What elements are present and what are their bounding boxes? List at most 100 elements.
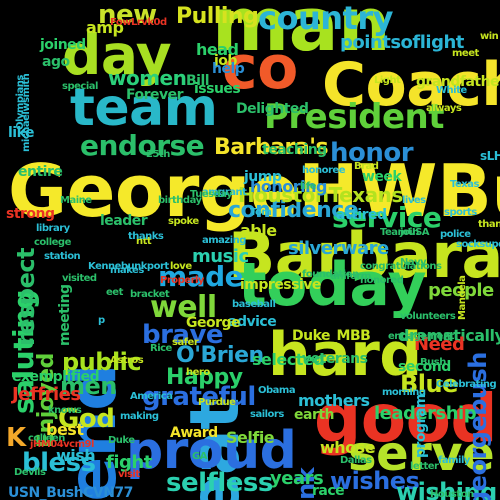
cloud-word: join	[400, 227, 419, 238]
cloud-word: exemplified	[12, 369, 100, 385]
cloud-word: Duke_MBB	[292, 328, 371, 344]
cloud-word: Need	[414, 334, 465, 355]
cloud-word: women	[108, 66, 187, 90]
cloud-word: men	[60, 372, 117, 400]
cloud-word: honoree	[302, 165, 345, 176]
cloud-word: good	[314, 380, 498, 457]
cloud-word: wishing	[396, 478, 497, 500]
cloud-word: htt	[136, 236, 152, 247]
cloud-word: amp	[86, 18, 124, 37]
cloud-word: Obama	[258, 385, 296, 396]
cloud-word: 25th	[146, 149, 170, 160]
cloud-word: visited	[62, 273, 97, 284]
cloud-word: spoke	[168, 216, 199, 227]
cloud-word: serve	[348, 426, 495, 482]
cloud-word: best	[46, 420, 84, 439]
cloud-word: Delighted	[236, 101, 309, 117]
cloud-word: special	[62, 81, 98, 92]
cloud-word: amazing	[202, 235, 246, 246]
cloud-word: police	[440, 229, 471, 240]
cloud-word: bracket	[130, 289, 170, 300]
cloud-word: jHM04vcm9l	[30, 439, 94, 450]
cloud-word: honored	[360, 275, 404, 286]
cloud-word: God	[58, 404, 115, 434]
cloud-word: fight	[106, 452, 152, 473]
cloud-word: pointsoflight	[340, 32, 464, 53]
cloud-word: visit	[118, 469, 140, 480]
cloud-word: station	[44, 251, 81, 262]
cloud-word: michaelwsmith	[21, 73, 32, 152]
cloud-word: mothers	[298, 391, 370, 410]
cloud-word: TeamUSA	[380, 227, 430, 238]
cloud-word: Barbara	[228, 219, 500, 292]
cloud-word: proud	[126, 421, 297, 481]
cloud-word: Brad	[354, 161, 379, 172]
cloud-word: love	[170, 261, 192, 272]
cloud-word: well	[150, 290, 217, 325]
cloud-word: making	[120, 411, 159, 422]
cloud-word: race	[312, 483, 345, 499]
cloud-word: Happy	[166, 365, 243, 390]
cloud-word: makes	[110, 265, 144, 276]
cloud-word: K	[6, 423, 26, 453]
cloud-word: able	[240, 221, 277, 240]
cloud-word: Coach	[322, 50, 500, 120]
cloud-word: George	[186, 315, 241, 331]
cloud-word: confidence	[228, 198, 359, 223]
cloud-word: earth	[294, 407, 335, 423]
cloud-word: knows	[48, 405, 82, 416]
cloud-word: issues	[194, 81, 241, 97]
cloud-word: family	[438, 455, 470, 466]
cloud-word: White	[436, 85, 467, 96]
cloud-word: thank	[478, 219, 500, 230]
cloud-word: Jeffries	[12, 384, 81, 405]
cloud-word: advice	[228, 314, 277, 330]
cloud-word: foundation	[302, 269, 359, 280]
cloud-word: win	[480, 31, 499, 42]
cloud-word: Bill	[186, 73, 210, 89]
cloud-word: sports	[444, 207, 477, 218]
cloud-word: library	[36, 223, 70, 234]
cloud-word: Tuesday	[190, 189, 233, 200]
cloud-word: second	[398, 359, 451, 375]
cloud-word: veterans	[302, 351, 368, 367]
cloud-word: sLHvxPFTIt	[480, 149, 500, 163]
cloud-word: entire	[18, 164, 63, 180]
cloud-word: day	[62, 23, 172, 87]
cloud-word: lives	[402, 195, 426, 206]
cloud-word: Barbara's	[214, 135, 329, 160]
cloud-word: Rice	[150, 343, 172, 354]
cloud-word: thanks	[128, 231, 164, 242]
cloud-word: endorse	[80, 129, 205, 162]
cloud-word: jump	[244, 169, 282, 185]
cloud-word: Duke	[108, 435, 135, 446]
cloud-word: life	[300, 181, 317, 192]
cloud-word: President	[264, 97, 445, 137]
cloud-word: hero	[186, 367, 210, 378]
cloud-word: week	[362, 169, 402, 185]
cloud-word: birthday	[158, 195, 202, 206]
cloud-word: eet	[106, 287, 123, 298]
cloud-word: letter	[410, 461, 439, 472]
cloud-word: USN_BushCVN77	[8, 485, 133, 500]
cloud-word: co	[222, 33, 298, 103]
cloud-word: HoustonTexans	[238, 183, 403, 207]
cloud-word: people	[428, 280, 494, 301]
cloud-word: volunteers	[400, 311, 456, 322]
cloud-word: America	[130, 391, 173, 402]
cloud-word: bless	[22, 448, 96, 478]
cloud-word: sailors	[250, 409, 284, 420]
cloud-word: O'Brien	[176, 343, 264, 368]
cloud-word: meet	[452, 48, 479, 59]
cloud-word: leader	[100, 213, 148, 229]
cloud-word: Purdue	[198, 397, 236, 408]
cloud-word: impressive	[240, 277, 321, 293]
cloud-word: program	[413, 393, 429, 458]
cloud-word: Blue	[400, 370, 458, 398]
cloud-word: today	[238, 250, 427, 320]
cloud-word: honoring	[250, 177, 327, 196]
cloud-word: Award	[170, 425, 218, 441]
cloud-word: service	[332, 201, 442, 234]
cloud-word: country	[258, 0, 393, 37]
